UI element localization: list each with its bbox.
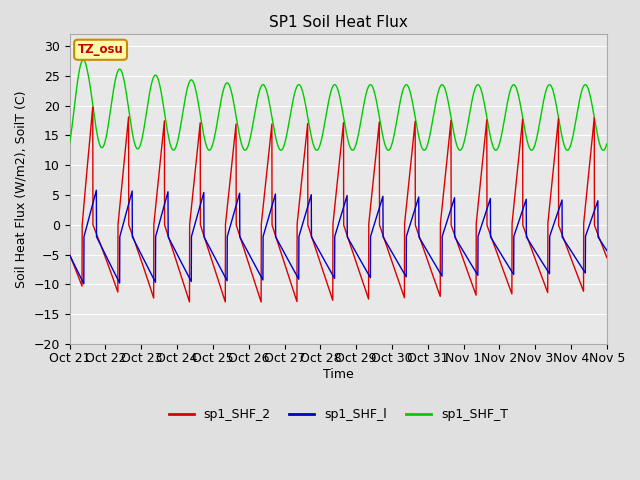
Legend: sp1_SHF_2, sp1_SHF_l, sp1_SHF_T: sp1_SHF_2, sp1_SHF_l, sp1_SHF_T	[164, 403, 513, 426]
Title: SP1 Soil Heat Flux: SP1 Soil Heat Flux	[269, 15, 408, 30]
X-axis label: Time: Time	[323, 368, 354, 381]
Text: TZ_osu: TZ_osu	[77, 43, 124, 56]
Y-axis label: Soil Heat Flux (W/m2), SoilT (C): Soil Heat Flux (W/m2), SoilT (C)	[15, 90, 28, 288]
